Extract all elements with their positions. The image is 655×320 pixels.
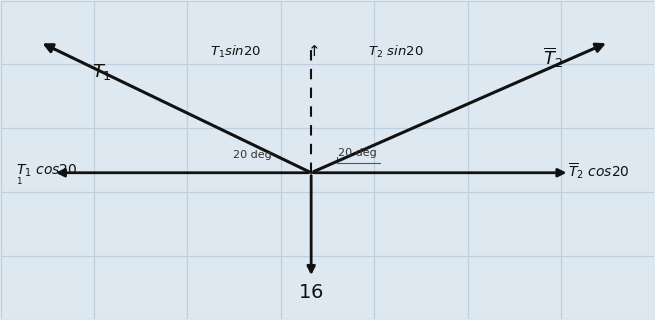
Text: $_1$: $_1$ bbox=[16, 174, 22, 187]
Text: $\overline{T}_2\ cos20$: $\overline{T}_2\ cos20$ bbox=[568, 161, 629, 181]
Text: $T_1 sin20$: $T_1 sin20$ bbox=[210, 44, 261, 60]
Text: $16$: $16$ bbox=[299, 283, 324, 302]
Text: 20 deg: 20 deg bbox=[337, 148, 376, 158]
Text: $T_1$: $T_1$ bbox=[92, 62, 112, 82]
Text: $T_2\ sin20$: $T_2\ sin20$ bbox=[368, 44, 424, 60]
Text: 20 deg: 20 deg bbox=[233, 150, 272, 160]
Text: $T_1\ cos20$: $T_1\ cos20$ bbox=[16, 163, 77, 179]
Text: $\uparrow$: $\uparrow$ bbox=[305, 44, 319, 59]
Text: $\overline{T}_2$: $\overline{T}_2$ bbox=[543, 46, 563, 70]
